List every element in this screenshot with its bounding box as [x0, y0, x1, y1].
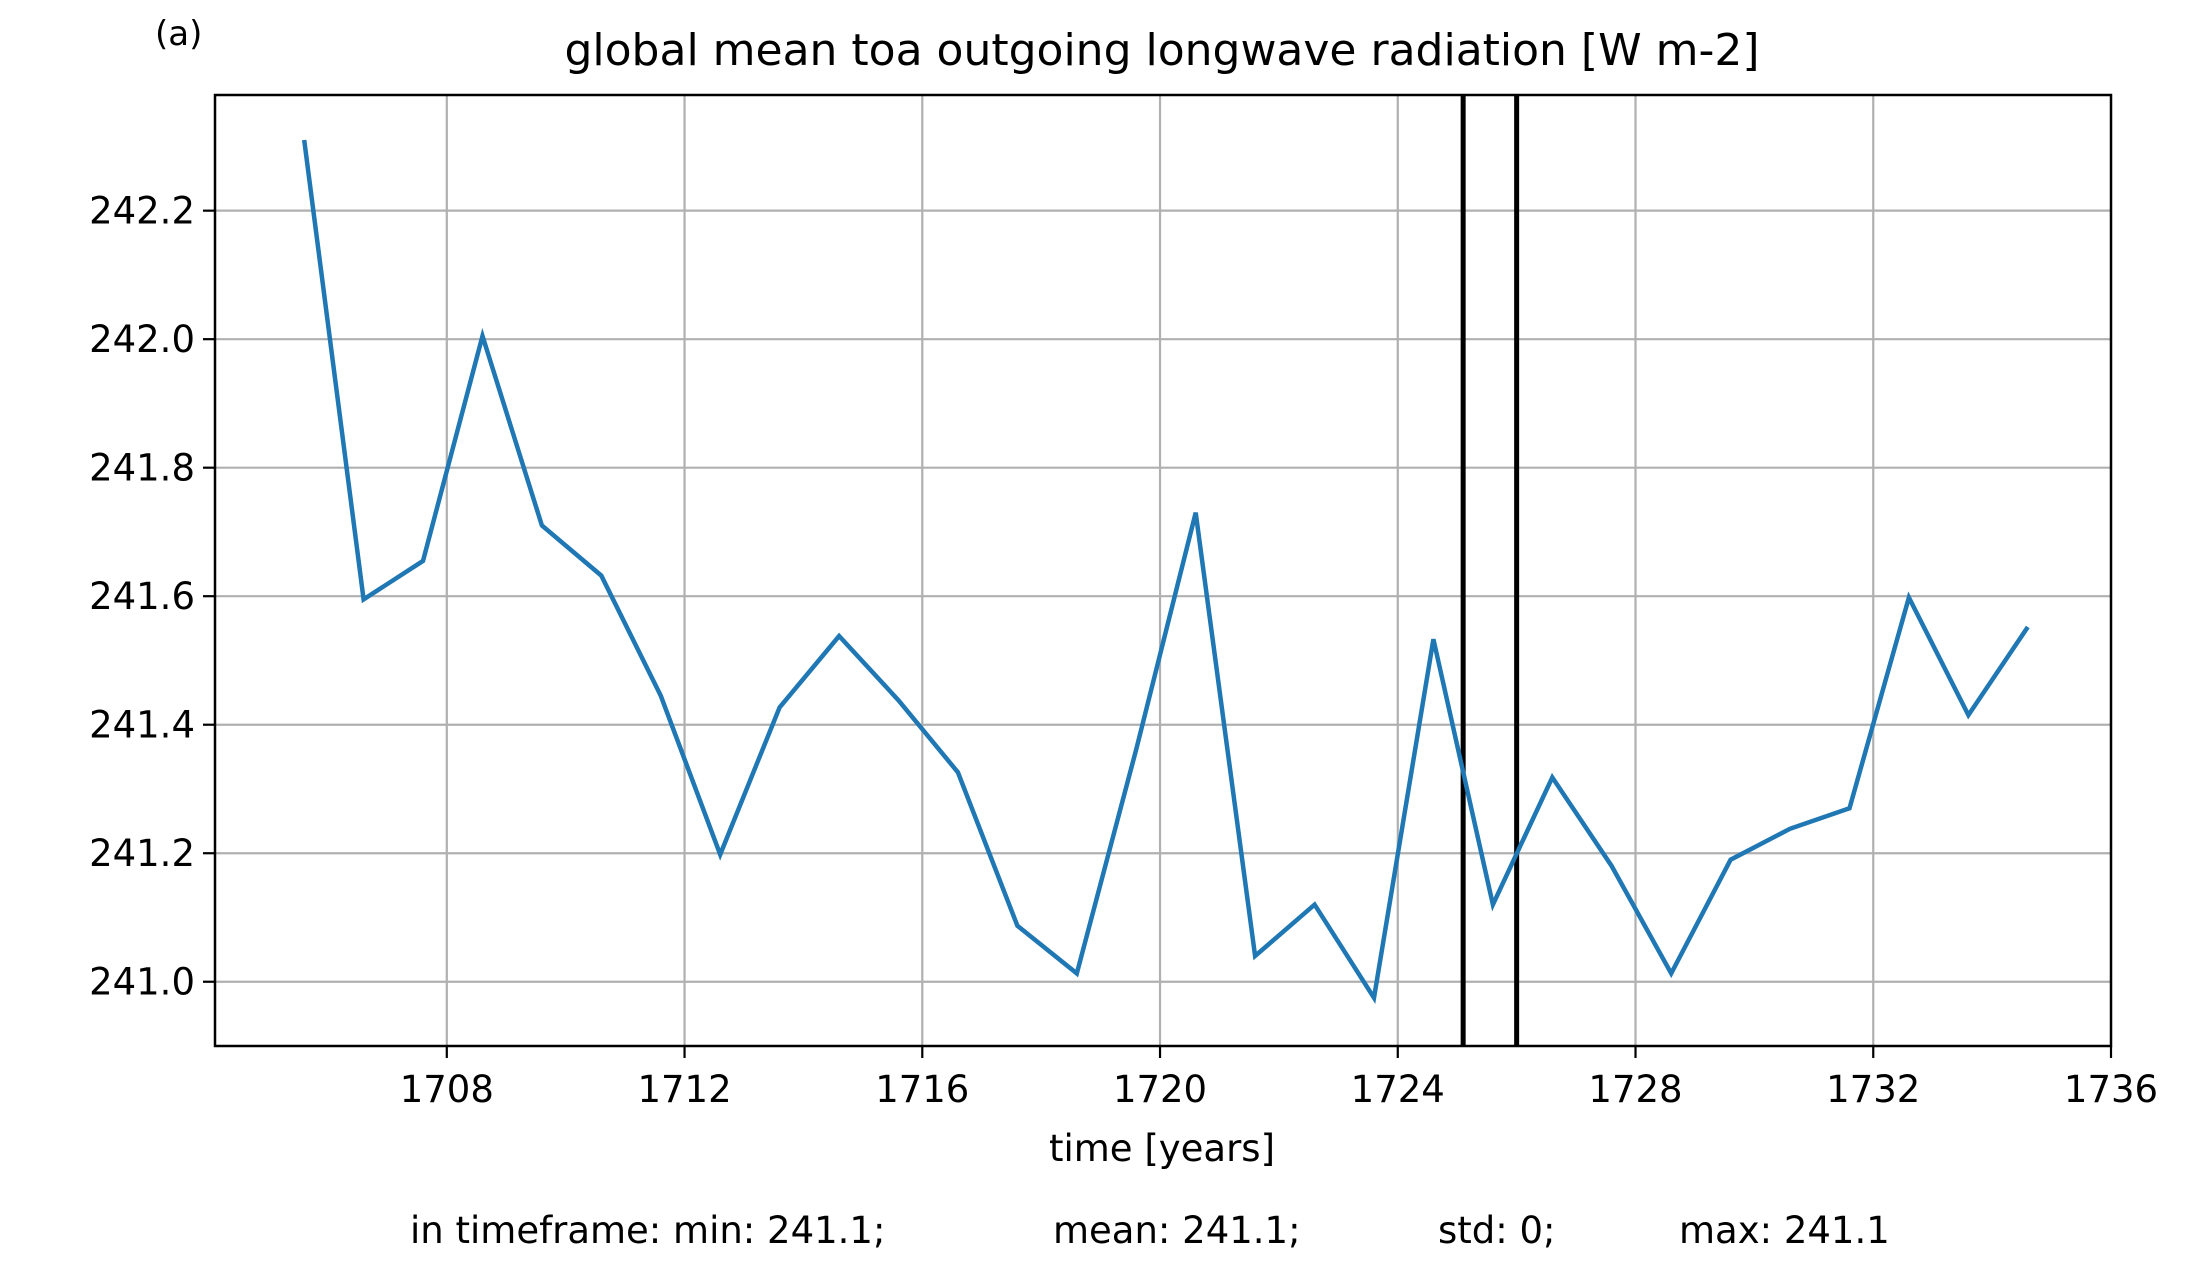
x-axis-label: time [years]	[1049, 1127, 1275, 1170]
footer-mean: mean: 241.1;	[1053, 1209, 1301, 1252]
footer-min: in timeframe: min: 241.1;	[410, 1209, 885, 1252]
x-axis: 1708 1712 1716 1720 1724 1728 1732 1736	[400, 1046, 2158, 1111]
vertical-markers	[1460, 95, 1520, 1046]
x-tick-label: 1712	[637, 1068, 731, 1111]
panel-label: (a)	[155, 14, 202, 54]
x-tick-label: 1724	[1351, 1068, 1445, 1111]
grid	[215, 95, 2111, 1046]
x-tick-label: 1732	[1826, 1068, 1920, 1111]
y-tick-label: 241.6	[89, 575, 195, 618]
y-tick-label: 241.4	[89, 704, 195, 747]
series-group	[301, 139, 2030, 1004]
x-tick-label: 1720	[1113, 1068, 1207, 1111]
x-tick-label: 1708	[400, 1068, 494, 1111]
x-tick-label: 1728	[1588, 1068, 1682, 1111]
y-axis: 241.0 241.2 241.4 241.6 241.8 242.0 242.2	[89, 190, 215, 1004]
footer-max: max: 241.1	[1679, 1209, 1890, 1252]
plot-frame	[213, 93, 2113, 1048]
y-tick-label: 241.0	[89, 961, 195, 1004]
x-tick-label: 1716	[875, 1068, 969, 1111]
chart-title: global mean toa outgoing longwave radiat…	[564, 25, 1759, 76]
y-tick-label: 242.0	[89, 318, 195, 361]
footer-std: std: 0;	[1438, 1209, 1556, 1252]
x-tick-label: 1736	[2064, 1068, 2158, 1111]
y-tick-label: 241.8	[89, 447, 195, 490]
series-line	[301, 139, 2030, 1004]
y-tick-label: 241.2	[89, 832, 195, 875]
y-tick-label: 242.2	[89, 190, 195, 233]
